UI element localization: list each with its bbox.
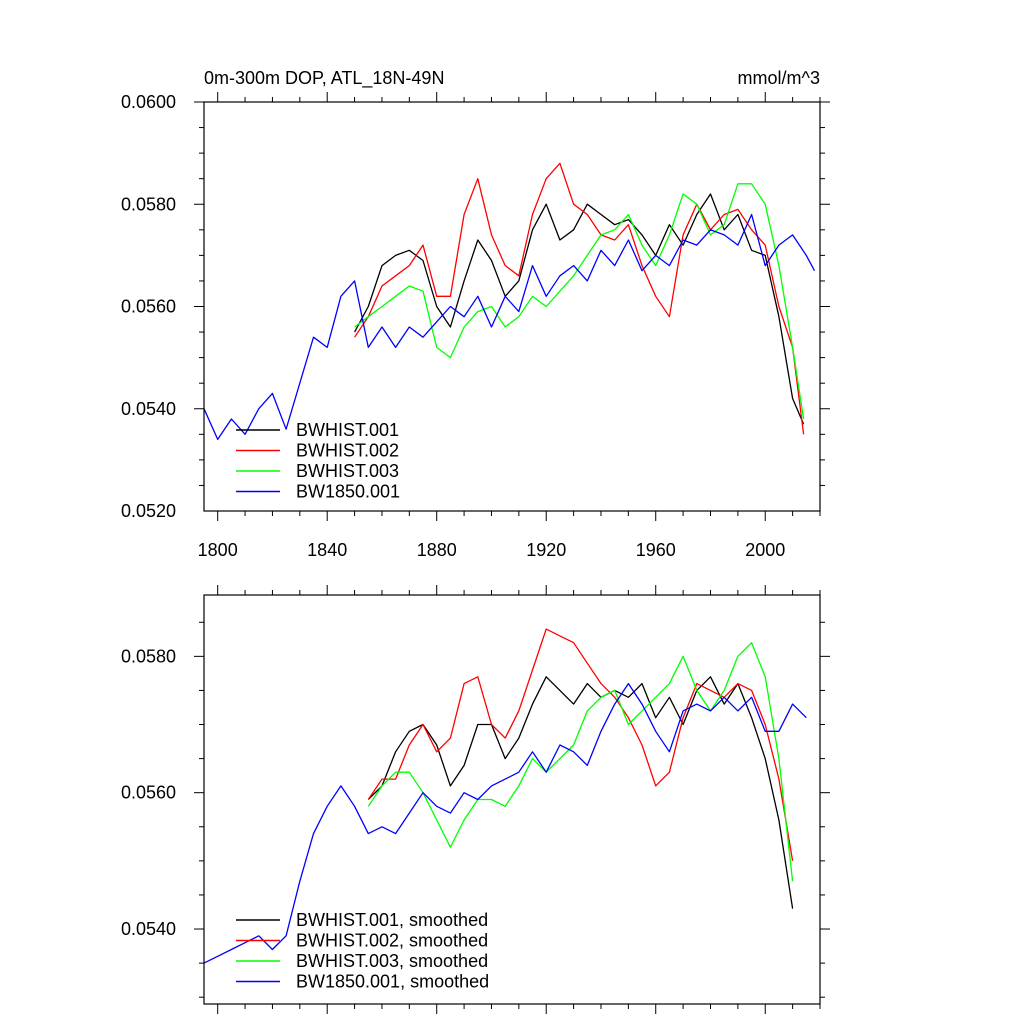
y-tick-label: 0.0540	[121, 919, 176, 939]
series-line-4	[203, 213, 816, 441]
series-line-3	[367, 642, 794, 882]
series-line-2	[354, 162, 805, 435]
series-line-2	[367, 628, 794, 862]
y-tick-label: 0.0580	[121, 646, 176, 666]
top-plot-frame	[203, 101, 821, 512]
legend-label: BWHIST.001	[296, 420, 399, 440]
y-tick-label: 0.0560	[121, 297, 176, 317]
legend-label: BW1850.001	[296, 482, 400, 502]
legend-label: BWHIST.002, smoothed	[296, 931, 488, 951]
legend-label: BW1850.001, smoothed	[296, 972, 489, 992]
x-tick-label: 1920	[526, 540, 566, 560]
bottom-plot-frame	[203, 594, 821, 1005]
legend-label: BWHIST.003	[296, 461, 399, 481]
bottom-series-group	[203, 628, 807, 964]
x-tick-label: 2000	[745, 540, 785, 560]
x-tick-label: 1840	[307, 540, 347, 560]
legend-label: BWHIST.003, smoothed	[296, 951, 488, 971]
chart-title: 0m-300m DOP, ATL_18N-49N	[204, 68, 444, 89]
bottom-axes-ticks: 0.0540 0.0560 0.0580	[121, 585, 830, 1014]
y-tick-label: 0.0600	[121, 92, 176, 112]
y-tick-label: 0.0580	[121, 194, 176, 214]
y-tick-label: 0.0560	[121, 783, 176, 803]
panel-top-raw: 0m-300m DOP, ATL_18N-49N mmol/m^3 1800 18…	[121, 68, 830, 560]
series-line-4	[203, 682, 807, 964]
series-line-1	[354, 193, 805, 425]
top-axes-ticks: 1800 1840 1880 1920 1960 2000 0.0520 0.0540 0.05…	[121, 92, 830, 560]
x-tick-label: 1800	[198, 540, 238, 560]
x-tick-label: 1880	[417, 540, 457, 560]
top-series-group	[203, 162, 816, 441]
y-tick-label: 0.0520	[121, 501, 176, 521]
legend-label: BWHIST.001, smoothed	[296, 910, 488, 930]
series-line-3	[354, 183, 805, 420]
legend-label: BWHIST.002	[296, 441, 399, 461]
x-tick-label: 1960	[636, 540, 676, 560]
y-tick-label: 0.0540	[121, 399, 176, 419]
units-label: mmol/m^3	[738, 68, 820, 88]
